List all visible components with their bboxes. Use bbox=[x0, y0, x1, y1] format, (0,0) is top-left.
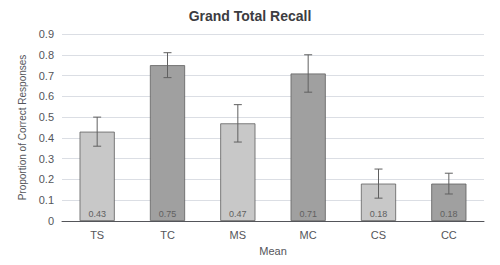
svg-text:0.18: 0.18 bbox=[370, 209, 388, 219]
svg-text:0: 0 bbox=[48, 215, 54, 227]
svg-text:0.4: 0.4 bbox=[39, 132, 54, 144]
svg-text:TS: TS bbox=[90, 229, 104, 241]
svg-text:0.75: 0.75 bbox=[159, 209, 177, 219]
svg-text:CS: CS bbox=[371, 229, 386, 241]
svg-text:0.9: 0.9 bbox=[39, 28, 54, 40]
svg-text:MC: MC bbox=[300, 229, 317, 241]
svg-text:0.43: 0.43 bbox=[88, 209, 106, 219]
svg-text:0.3: 0.3 bbox=[39, 153, 54, 165]
svg-text:0.8: 0.8 bbox=[39, 49, 54, 61]
svg-text:0.5: 0.5 bbox=[39, 111, 54, 123]
svg-text:CC: CC bbox=[441, 229, 457, 241]
svg-text:0.2: 0.2 bbox=[39, 173, 54, 185]
svg-text:0.71: 0.71 bbox=[299, 209, 317, 219]
svg-text:MS: MS bbox=[230, 229, 247, 241]
svg-text:TC: TC bbox=[160, 229, 175, 241]
svg-text:Mean: Mean bbox=[259, 245, 287, 257]
svg-text:0.18: 0.18 bbox=[440, 209, 458, 219]
svg-text:Grand Total Recall: Grand Total Recall bbox=[189, 8, 312, 24]
svg-text:0.47: 0.47 bbox=[229, 209, 247, 219]
svg-text:0.1: 0.1 bbox=[39, 194, 54, 206]
svg-text:0.6: 0.6 bbox=[39, 90, 54, 102]
svg-text:Proportion of Correct Response: Proportion of Correct Responses bbox=[17, 55, 28, 201]
svg-text:0.7: 0.7 bbox=[39, 70, 54, 82]
